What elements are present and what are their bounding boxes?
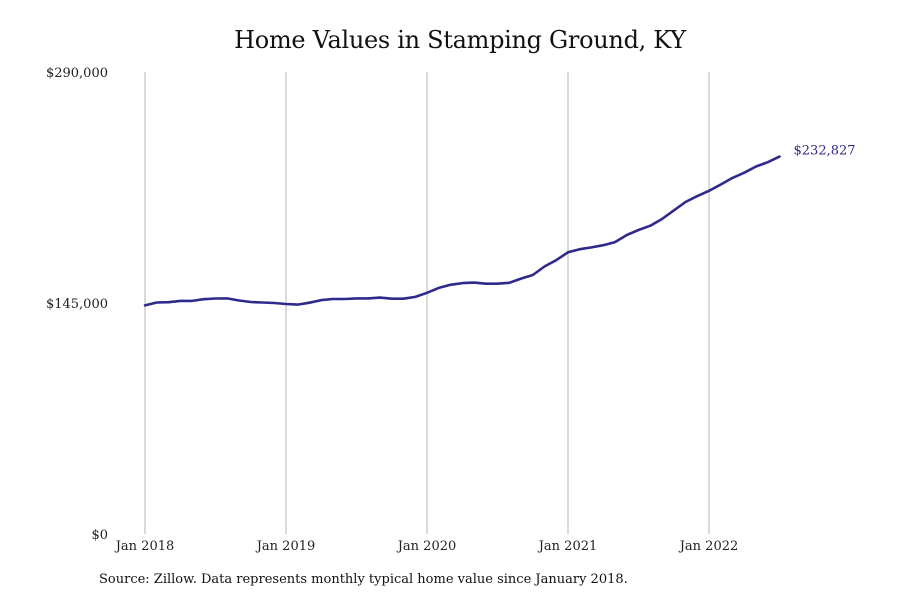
series-lines: $232,827 <box>143 144 856 307</box>
data-point <box>602 244 604 246</box>
data-point <box>485 283 487 285</box>
x-tick-label: Jan 2022 <box>678 539 739 554</box>
data-point <box>238 299 240 301</box>
data-point <box>167 301 169 303</box>
data-point <box>614 241 616 243</box>
data-point <box>532 274 534 276</box>
x-tick-label: Jan 2021 <box>537 539 598 554</box>
data-point <box>226 297 228 299</box>
data-point <box>555 259 557 261</box>
data-point <box>461 282 463 284</box>
y-tick-label: $0 <box>91 528 108 543</box>
data-point <box>179 300 181 302</box>
data-point <box>214 297 216 299</box>
data-point <box>191 300 193 302</box>
data-point <box>590 246 592 248</box>
data-point <box>520 277 522 279</box>
end-value-label: $232,827 <box>794 144 856 159</box>
chart-title: Home Values in Stamping Ground, KY <box>234 26 686 54</box>
y-tick-label: $290,000 <box>46 66 108 81</box>
data-point <box>755 165 757 167</box>
data-point <box>391 297 393 299</box>
data-point <box>297 303 299 305</box>
data-point <box>144 304 146 306</box>
data-point <box>308 301 310 303</box>
data-point <box>496 283 498 285</box>
x-tick-label: Jan 2019 <box>255 539 316 554</box>
data-point <box>767 161 769 163</box>
data-point <box>696 195 698 197</box>
data-point <box>637 229 639 231</box>
data-point <box>438 287 440 289</box>
data-point <box>720 183 722 185</box>
data-point <box>402 297 404 299</box>
data-point <box>731 177 733 179</box>
data-point <box>156 301 158 303</box>
data-point <box>661 218 663 220</box>
x-axis-ticks: Jan 2018 Jan 2019 Jan 2020 Jan 2021 Jan 2022 <box>114 539 739 554</box>
x-tick-label: Jan 2018 <box>114 539 175 554</box>
data-point <box>708 190 710 192</box>
data-point <box>285 303 287 305</box>
data-point <box>367 297 369 299</box>
data-point <box>449 284 451 286</box>
data-point <box>543 265 545 267</box>
data-point <box>626 234 628 236</box>
source-note: Source: Zillow. Data represents monthly … <box>99 572 628 587</box>
data-point <box>567 251 569 253</box>
data-point <box>473 281 475 283</box>
data-point <box>273 302 275 304</box>
data-point <box>426 292 428 294</box>
data-point <box>579 248 581 250</box>
y-tick-label: $145,000 <box>46 297 108 312</box>
data-point <box>344 298 346 300</box>
grid-lines <box>144 72 710 534</box>
data-point <box>320 299 322 301</box>
data-point <box>684 201 686 203</box>
data-point <box>743 171 745 173</box>
data-point <box>414 296 416 298</box>
data-point <box>778 155 780 157</box>
series-line <box>143 155 781 307</box>
data-point <box>508 282 510 284</box>
data-point <box>673 209 675 211</box>
data-point <box>261 301 263 303</box>
data-point <box>203 298 205 300</box>
x-tick-label: Jan 2020 <box>396 539 457 554</box>
data-point <box>250 301 252 303</box>
data-point <box>649 225 651 227</box>
y-axis-ticks: $0 $145,000 $290,000 <box>46 66 108 543</box>
data-point <box>355 297 357 299</box>
data-point <box>379 296 381 298</box>
data-point <box>332 298 334 300</box>
